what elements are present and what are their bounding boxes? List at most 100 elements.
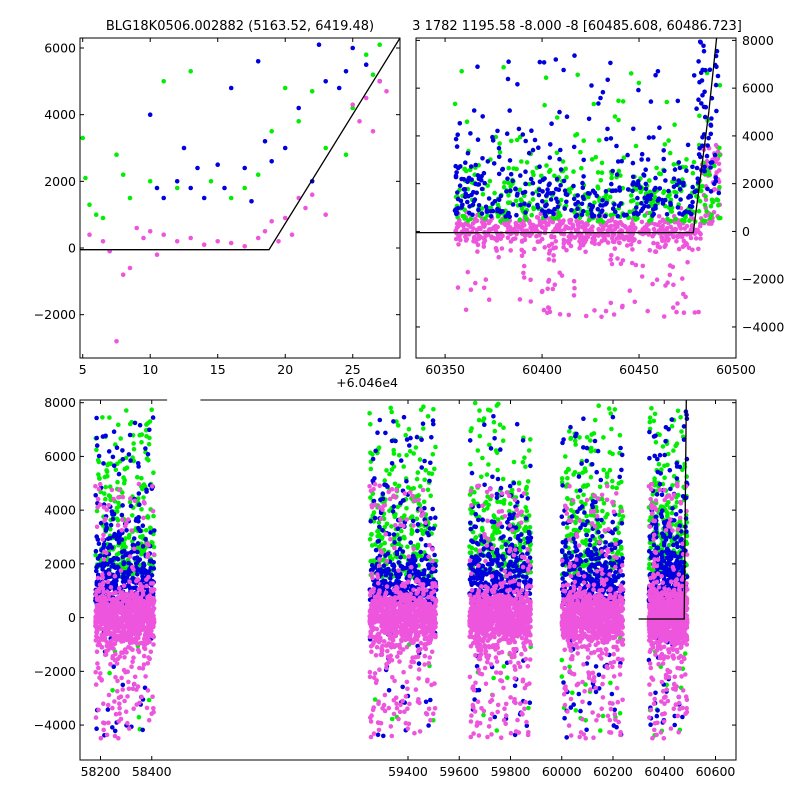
data-point-pink [396, 650, 402, 655]
data-point-blue [574, 213, 580, 218]
data-point-pink [368, 734, 374, 740]
data-point-pink [115, 523, 121, 528]
data-point-blue [391, 563, 397, 569]
data-point-blue [557, 109, 562, 115]
y-tick-label: 6000 [44, 41, 76, 56]
data-point-pink [389, 486, 395, 492]
data-point-green [646, 178, 652, 183]
data-point-pink [505, 224, 511, 229]
data-point-blue [683, 209, 689, 214]
data-point-blue [631, 180, 636, 185]
data-point-green [684, 157, 689, 162]
data-point-pink [414, 577, 420, 582]
data-point-green [415, 470, 421, 475]
data-point-blue [486, 196, 492, 201]
data-point-pink [564, 247, 569, 253]
data-point-pink [633, 262, 639, 268]
data-point-pink [589, 240, 595, 245]
data-point-pink [389, 645, 394, 650]
data-point-green [416, 501, 422, 507]
data-point-pink [102, 626, 107, 632]
data-point-green [421, 426, 426, 431]
data-point-pink [144, 705, 150, 711]
data-point-blue [643, 186, 649, 192]
data-point-blue [573, 202, 578, 207]
data-point-green [627, 209, 632, 215]
data-point-pink [568, 243, 574, 249]
data-point-pink [350, 102, 356, 107]
data-point-green [479, 206, 485, 211]
data-point-blue [174, 179, 180, 184]
data-point-green [575, 72, 580, 78]
data-point-blue [149, 573, 155, 578]
data-point-green [127, 421, 133, 427]
data-point-blue [677, 187, 683, 192]
data-point-pink [93, 484, 98, 489]
data-point-blue [599, 209, 604, 215]
data-point-green [697, 198, 703, 204]
data-point-pink [414, 591, 420, 596]
data-point-blue [323, 79, 329, 84]
data-point-pink [378, 635, 383, 641]
data-point-green [369, 558, 375, 564]
data-point-blue [605, 126, 610, 132]
data-point-blue [410, 556, 415, 562]
data-point-pink [404, 644, 410, 650]
data-point-pink [411, 587, 416, 593]
data-point-pink [683, 294, 688, 300]
data-point-pink [97, 481, 103, 487]
data-point-green [662, 142, 668, 147]
data-point-pink [375, 609, 380, 615]
data-point-pink [583, 313, 589, 319]
data-point-pink [145, 552, 151, 557]
data-point-blue [409, 561, 414, 567]
data-point-blue [135, 461, 141, 466]
data-point-green [628, 71, 634, 76]
data-point-pink [121, 583, 127, 588]
data-point-blue [453, 174, 459, 180]
data-point-blue [431, 421, 436, 427]
data-point-blue [134, 566, 140, 572]
data-point-blue [681, 183, 686, 188]
data-point-pink [430, 631, 435, 637]
data-point-blue [651, 135, 656, 140]
x-tick-label: 60500 [716, 362, 756, 377]
data-point-green [147, 435, 152, 441]
data-point-pink [132, 681, 137, 687]
data-point-pink [375, 632, 381, 637]
data-point-pink [468, 224, 473, 229]
data-point-green [406, 426, 412, 432]
data-point-green [687, 218, 692, 224]
data-point-blue [605, 77, 610, 83]
data-point-pink [137, 607, 143, 613]
data-point-blue [713, 175, 718, 180]
data-point-pink [590, 236, 595, 241]
data-point-blue [707, 67, 713, 73]
data-point-pink [385, 648, 390, 654]
data-point-green [666, 138, 671, 143]
data-point-blue [572, 53, 577, 58]
data-point-pink [114, 661, 120, 666]
data-point-pink [140, 622, 145, 628]
data-point-pink [121, 613, 126, 618]
data-point-pink [151, 624, 156, 630]
data-point-blue [378, 566, 383, 572]
data-point-pink [384, 584, 390, 589]
data-point-pink [685, 260, 690, 265]
data-point-green [505, 200, 511, 205]
data-point-pink [426, 554, 431, 560]
data-point-green [136, 496, 141, 501]
data-point-pink [372, 671, 378, 676]
data-point-pink [423, 642, 429, 647]
data-point-green [136, 714, 142, 720]
data-point-green [414, 516, 420, 522]
data-point-pink [499, 246, 505, 251]
data-point-blue [687, 193, 692, 199]
data-point-pink [457, 234, 462, 239]
data-point-pink [134, 225, 139, 231]
data-point-blue [579, 201, 585, 207]
data-point-blue [112, 580, 118, 585]
data-point-pink [112, 632, 118, 638]
panel-2-points [452, 39, 723, 320]
data-point-pink [377, 505, 382, 510]
